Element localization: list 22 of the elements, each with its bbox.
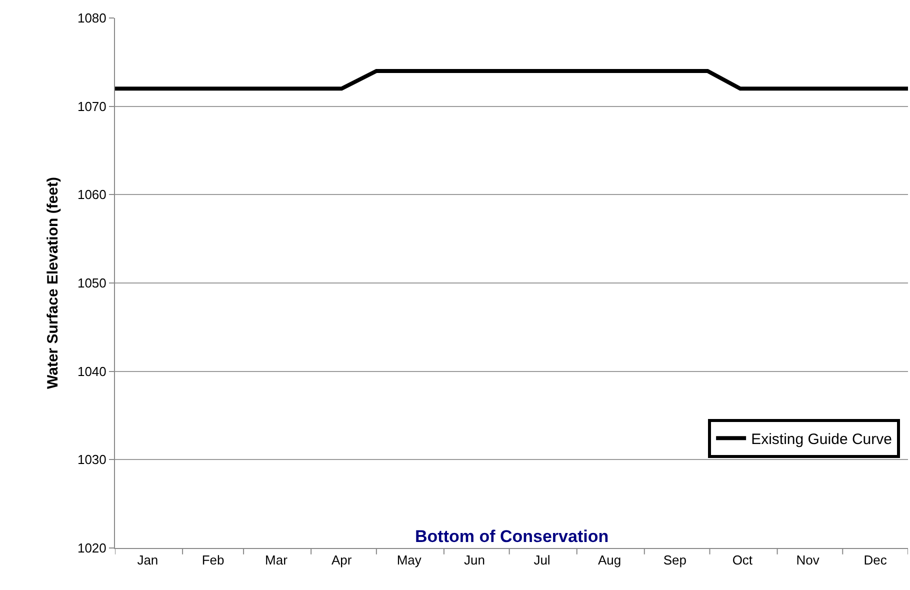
y-tick-label: 1060 bbox=[77, 187, 106, 202]
x-tick-label: May bbox=[396, 552, 422, 568]
x-tick-label: Nov bbox=[796, 552, 820, 568]
x-tick-label: Dec bbox=[864, 552, 888, 568]
y-tick-label: 1040 bbox=[77, 364, 106, 379]
x-tick-label: Sep bbox=[663, 552, 686, 568]
x-tick-label: Mar bbox=[265, 552, 288, 568]
y-tick-label: 1030 bbox=[77, 452, 106, 468]
x-tick-label: Jul bbox=[534, 552, 550, 568]
x-tick-label: Jun bbox=[464, 552, 485, 568]
y-axis-title: Water Surface Elevation (feet) bbox=[44, 176, 62, 389]
y-tick-label: 1070 bbox=[77, 98, 106, 114]
y-tick-label: 1080 bbox=[77, 10, 106, 26]
x-tick-label: Oct bbox=[732, 552, 753, 568]
x-tick-label: Apr bbox=[331, 552, 352, 568]
x-tick-label: Jan bbox=[137, 552, 158, 568]
x-tick-label: Aug bbox=[598, 552, 622, 568]
annotation: Bottom of Conservation bbox=[415, 527, 609, 546]
y-tick-label: 1020 bbox=[77, 540, 106, 556]
x-tick-label: Feb bbox=[202, 552, 224, 568]
y-tick-label: 1050 bbox=[77, 276, 106, 291]
legend-label: Existing Guide Curve bbox=[751, 431, 892, 448]
